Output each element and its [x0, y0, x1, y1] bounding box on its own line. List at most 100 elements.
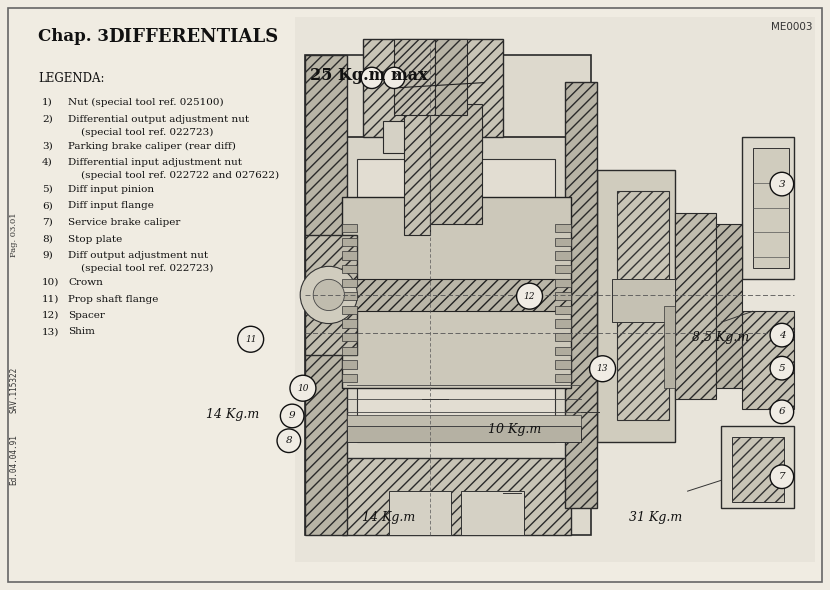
Circle shape — [770, 323, 793, 347]
Text: 3): 3) — [42, 142, 53, 150]
Text: (special tool ref. 022723): (special tool ref. 022723) — [68, 127, 213, 137]
Bar — [305, 55, 347, 535]
Bar — [430, 104, 482, 224]
Bar — [664, 306, 675, 388]
Text: 9): 9) — [42, 251, 53, 260]
Text: Crown: Crown — [68, 278, 103, 287]
Bar — [342, 292, 358, 300]
Text: 8: 8 — [286, 436, 292, 445]
Bar — [565, 83, 597, 507]
Circle shape — [277, 429, 300, 453]
Bar — [742, 312, 794, 409]
Bar — [555, 292, 570, 300]
Bar — [555, 238, 570, 246]
Bar — [342, 374, 358, 382]
Text: 11: 11 — [245, 335, 256, 344]
Bar — [721, 426, 794, 507]
Bar — [342, 224, 358, 232]
Text: 1: 1 — [369, 73, 375, 83]
Bar — [555, 306, 570, 314]
Circle shape — [281, 404, 304, 428]
Text: Spacer: Spacer — [68, 311, 105, 320]
Bar — [342, 306, 358, 314]
Bar — [732, 437, 784, 502]
Text: 6): 6) — [42, 202, 53, 211]
Bar — [342, 265, 358, 273]
Bar — [342, 278, 358, 287]
Bar — [342, 360, 358, 369]
Text: Chap. 3: Chap. 3 — [38, 28, 109, 45]
Bar — [461, 491, 524, 535]
Circle shape — [300, 266, 358, 323]
Text: 10: 10 — [297, 384, 309, 393]
Text: SAV.115322: SAV.115322 — [9, 367, 18, 413]
Text: Diff output adjustment nut: Diff output adjustment nut — [68, 251, 208, 260]
Bar — [305, 235, 358, 355]
Bar — [597, 169, 675, 442]
Text: 6: 6 — [779, 407, 785, 417]
Text: 25 Kg.m max: 25 Kg.m max — [310, 67, 427, 84]
Bar — [342, 347, 358, 355]
Text: 9: 9 — [289, 411, 295, 421]
Bar — [358, 159, 555, 442]
Bar — [716, 224, 742, 388]
Bar — [342, 197, 570, 388]
Circle shape — [383, 67, 405, 88]
Text: 10): 10) — [42, 278, 60, 287]
Text: Prop shaft flange: Prop shaft flange — [68, 294, 159, 303]
Text: Stop plate: Stop plate — [68, 234, 122, 244]
Bar — [342, 238, 358, 246]
Text: Diff input flange: Diff input flange — [68, 202, 154, 211]
Bar — [342, 278, 570, 312]
Text: 3: 3 — [779, 179, 785, 189]
Circle shape — [770, 465, 793, 489]
Text: 2: 2 — [391, 73, 398, 83]
Circle shape — [770, 172, 793, 196]
Text: Service brake caliper: Service brake caliper — [68, 218, 180, 227]
Text: 8,5 Kg.m: 8,5 Kg.m — [692, 331, 749, 344]
Bar — [555, 251, 570, 260]
Text: 7: 7 — [779, 472, 785, 481]
Text: Differential input adjustment nut: Differential input adjustment nut — [68, 158, 242, 167]
Text: 13): 13) — [42, 327, 60, 336]
Text: 1): 1) — [42, 98, 53, 107]
Circle shape — [361, 67, 383, 88]
Bar — [436, 39, 466, 115]
Circle shape — [313, 279, 344, 310]
Circle shape — [516, 283, 543, 309]
Text: 14 Kg.m: 14 Kg.m — [362, 511, 415, 524]
Text: (special tool ref. 022722 and 027622): (special tool ref. 022722 and 027622) — [68, 171, 279, 180]
Text: 13: 13 — [597, 364, 608, 373]
Text: DIFFERENTIALS: DIFFERENTIALS — [108, 28, 278, 46]
Bar — [295, 17, 815, 562]
Bar — [404, 99, 430, 235]
Text: 7): 7) — [42, 218, 53, 227]
Text: Ed.04.04.91: Ed.04.04.91 — [9, 435, 18, 486]
Text: (special tool ref. 022723): (special tool ref. 022723) — [68, 264, 213, 273]
Bar — [342, 251, 358, 260]
Text: 8): 8) — [42, 234, 53, 244]
Bar — [305, 55, 592, 535]
Bar — [393, 39, 436, 115]
Bar — [555, 278, 570, 287]
Text: 31 Kg.m: 31 Kg.m — [629, 511, 682, 524]
Text: 14 Kg.m: 14 Kg.m — [206, 408, 259, 421]
Bar — [555, 360, 570, 369]
Bar — [555, 333, 570, 341]
Text: Parking brake caliper (rear diff): Parking brake caliper (rear diff) — [68, 142, 236, 150]
Bar — [555, 347, 570, 355]
Bar — [555, 224, 570, 232]
Text: Differential output adjustment nut: Differential output adjustment nut — [68, 114, 249, 123]
Text: LEGENDA:: LEGENDA: — [38, 72, 105, 85]
Bar — [342, 458, 570, 535]
Text: 5): 5) — [42, 185, 53, 194]
Text: 12): 12) — [42, 311, 60, 320]
Text: 4): 4) — [42, 158, 53, 167]
Text: 10 Kg.m: 10 Kg.m — [488, 423, 541, 436]
Bar — [742, 137, 794, 278]
Bar — [342, 333, 358, 341]
Circle shape — [290, 375, 316, 401]
Bar — [555, 319, 570, 327]
Text: 4: 4 — [779, 330, 785, 340]
Bar — [347, 426, 581, 442]
